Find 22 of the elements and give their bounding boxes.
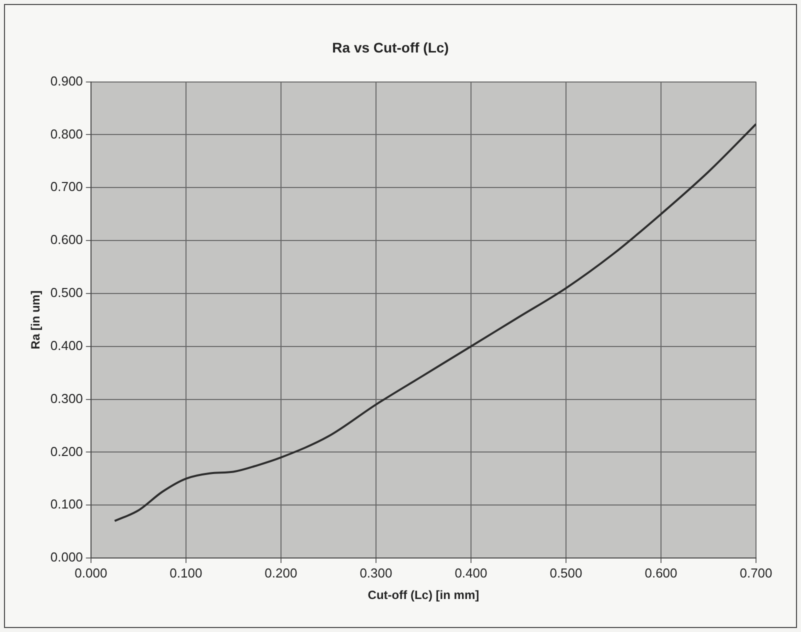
y-axis-title: Ra [in um] [28,290,43,350]
line-series [114,123,756,522]
x-axis-title: Cut-off (Lc) [in mm] [368,588,480,602]
x-tick-label: 0.700 [740,565,772,580]
x-tick-label: 0.200 [264,565,298,580]
y-tick-label: 0.600 [50,232,83,248]
y-tick-label: 0.200 [50,444,83,459]
y-tick-label: 0.400 [50,338,83,353]
x-tick-label: 0.300 [360,565,392,580]
y-tick-label: 0.000 [50,550,83,565]
x-tick-label: 0.500 [550,565,582,580]
chart-title: Ra vs Cut-off (Lc) [332,39,449,56]
x-tick-label: 0.600 [644,565,678,580]
x-tick-label: 0.100 [170,565,202,580]
x-tick-label: 0.400 [454,565,488,580]
x-tick-label: 0.000 [74,565,108,580]
y-tick-label: 0.800 [50,126,83,142]
y-tick-label: 0.300 [50,390,83,406]
y-tick-label: 0.100 [50,496,83,512]
y-tick-label: 0.900 [50,73,83,88]
y-tick-label: 0.700 [50,179,83,194]
y-tick-label: 0.500 [50,285,83,300]
